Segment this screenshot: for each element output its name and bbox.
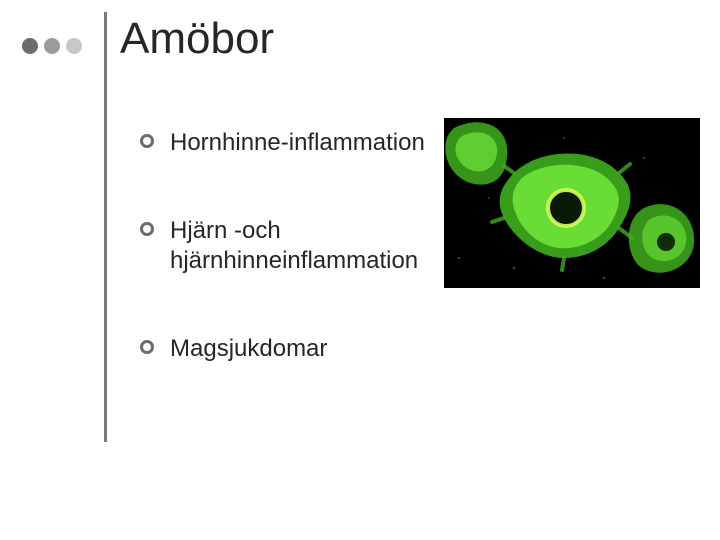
dot-1 [22, 38, 38, 54]
vertical-divider [104, 12, 107, 442]
bullet-icon [140, 222, 154, 236]
list-item-text: Magsjukdomar [170, 334, 327, 364]
list-item: Magsjukdomar [140, 334, 700, 364]
dot-2 [44, 38, 60, 54]
slide: Amöbor Hornhinne-inflammation Hjärn -och… [0, 0, 720, 540]
bullet-icon [140, 340, 154, 354]
microscopy-image [444, 118, 700, 288]
dot-3 [66, 38, 82, 54]
header-dots [22, 38, 82, 54]
list-item-text: Hjärn -och hjärnhinneinflammation [170, 216, 450, 276]
slide-title: Amöbor [120, 14, 274, 64]
list-item-text: Hornhinne-inflammation [170, 128, 425, 158]
bullet-icon [140, 134, 154, 148]
